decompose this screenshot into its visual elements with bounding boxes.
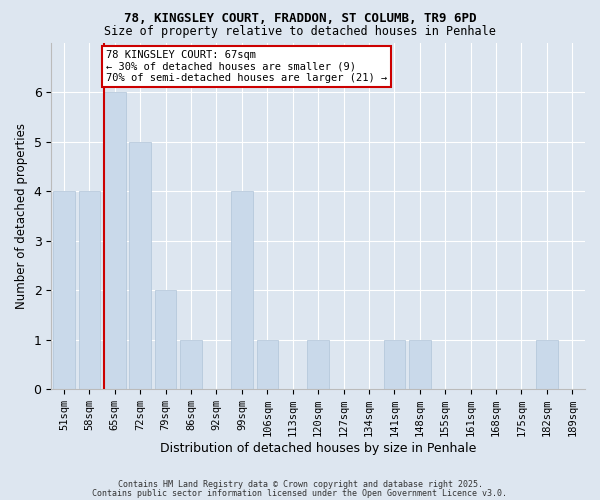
Bar bbox=[155, 290, 176, 389]
Text: 78 KINGSLEY COURT: 67sqm
← 30% of detached houses are smaller (9)
70% of semi-de: 78 KINGSLEY COURT: 67sqm ← 30% of detach… bbox=[106, 50, 387, 83]
Bar bbox=[383, 340, 405, 389]
Bar bbox=[53, 191, 75, 389]
Text: Size of property relative to detached houses in Penhale: Size of property relative to detached ho… bbox=[104, 25, 496, 38]
Text: 78, KINGSLEY COURT, FRADDON, ST COLUMB, TR9 6PD: 78, KINGSLEY COURT, FRADDON, ST COLUMB, … bbox=[124, 12, 476, 26]
Bar bbox=[130, 142, 151, 389]
Text: Contains HM Land Registry data © Crown copyright and database right 2025.: Contains HM Land Registry data © Crown c… bbox=[118, 480, 482, 489]
Bar bbox=[104, 92, 125, 389]
Bar bbox=[536, 340, 557, 389]
Bar bbox=[79, 191, 100, 389]
X-axis label: Distribution of detached houses by size in Penhale: Distribution of detached houses by size … bbox=[160, 442, 476, 455]
Bar bbox=[307, 340, 329, 389]
Bar bbox=[180, 340, 202, 389]
Bar bbox=[409, 340, 431, 389]
Text: Contains public sector information licensed under the Open Government Licence v3: Contains public sector information licen… bbox=[92, 488, 508, 498]
Bar bbox=[231, 191, 253, 389]
Bar bbox=[257, 340, 278, 389]
Y-axis label: Number of detached properties: Number of detached properties bbox=[15, 123, 28, 309]
